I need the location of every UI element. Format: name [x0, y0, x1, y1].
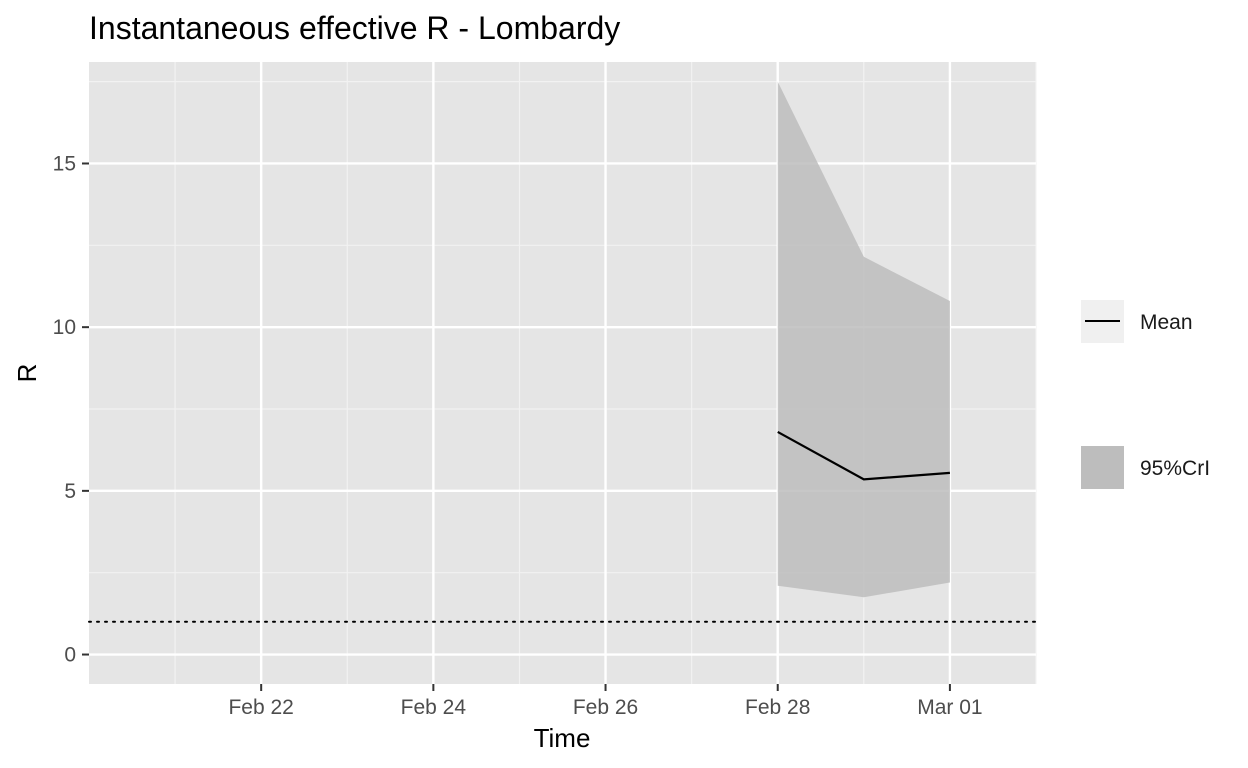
x-axis-label: Time — [534, 723, 591, 753]
legend-label-cri: 95%CrI — [1140, 457, 1210, 480]
credible-interval-layer — [777, 81, 950, 598]
chart-title: Instantaneous effective R - Lombardy — [89, 10, 620, 46]
y-tick-label: 15 — [53, 152, 76, 175]
legend-label-mean: Mean — [1140, 311, 1193, 334]
minor-gridlines — [89, 62, 1037, 684]
y-tick-label: 5 — [64, 480, 76, 503]
legend-item-mean: Mean — [1081, 300, 1193, 343]
legend-item-cri: 95%CrI — [1081, 446, 1210, 489]
legend-key-cri — [1081, 446, 1124, 489]
y-axis: 0 5 10 15 — [53, 152, 89, 667]
mean-line-layer — [777, 430, 950, 481]
legend: Mean 95%CrI — [1081, 300, 1210, 489]
credible-interval-band — [777, 81, 950, 598]
x-tick-label: Feb 26 — [573, 696, 638, 719]
y-tick-label: 10 — [53, 316, 76, 339]
x-tick-label: Feb 24 — [401, 696, 467, 719]
x-tick-label: Feb 22 — [228, 696, 293, 719]
x-tick-label: Feb 28 — [745, 696, 810, 719]
x-axis: Feb 22 Feb 24 Feb 26 Feb 28 Mar 01 — [228, 684, 983, 719]
y-axis-label: R — [12, 364, 42, 383]
mean-line — [777, 430, 950, 481]
x-tick-label: Mar 01 — [917, 696, 982, 719]
y-tick-label: 0 — [64, 644, 76, 667]
